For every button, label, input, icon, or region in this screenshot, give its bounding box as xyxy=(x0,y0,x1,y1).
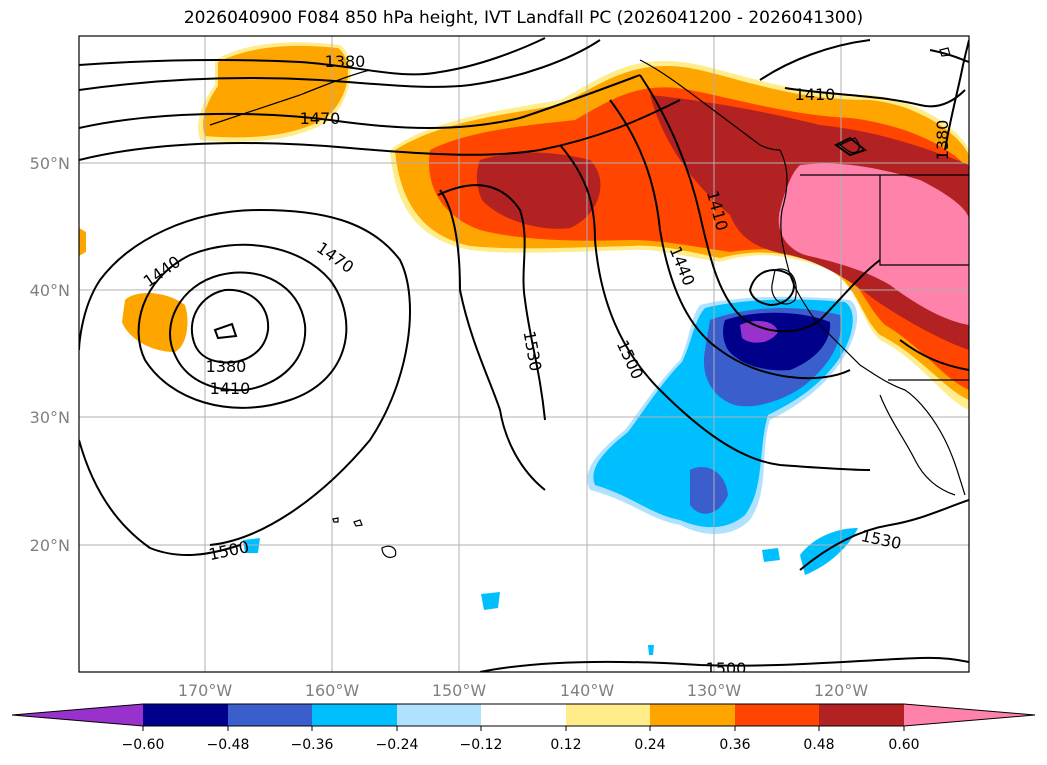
longitude-labels: 170°W 160°W 150°W 140°W 130°W 120°W xyxy=(178,681,869,700)
shade-neg-small-d xyxy=(648,645,654,655)
colorbar-segment xyxy=(566,704,650,726)
contour-label: 1500 xyxy=(706,659,747,678)
colorbar-tick-label: −0.60 xyxy=(122,737,165,753)
colorbar-segment xyxy=(904,704,1035,726)
colorbar-segment xyxy=(650,704,735,726)
colorbar-segment xyxy=(735,704,819,726)
colorbar-segment xyxy=(12,704,143,726)
shade-neg-0.36-b xyxy=(690,467,728,514)
colorbar-tick-label: 0.60 xyxy=(888,737,919,753)
colorbar-segment xyxy=(397,704,481,726)
lon-label: 160°W xyxy=(305,681,360,700)
colorbar-segment xyxy=(143,704,228,726)
shade-neg-0.60 xyxy=(740,320,778,343)
colorbar-tick-label: −0.24 xyxy=(376,737,419,753)
lat-label: 50°N xyxy=(30,154,70,173)
map-title: 2026040900 F084 850 hPa height, IVT Land… xyxy=(183,8,864,28)
lon-label: 130°W xyxy=(687,681,742,700)
shade-neg-small-a xyxy=(762,548,780,562)
latitude-labels: 50°N 40°N 30°N 20°N xyxy=(30,154,70,555)
colorbar-tick-label: 0.24 xyxy=(634,737,665,753)
colorbar-segment xyxy=(819,704,904,726)
lat-label: 30°N xyxy=(30,408,70,427)
lon-label: 120°W xyxy=(814,681,869,700)
shade-west-edge xyxy=(79,228,86,256)
lon-label: 150°W xyxy=(432,681,487,700)
contour-label: 1380 xyxy=(933,120,952,161)
contour-label: 1380 xyxy=(206,357,247,376)
lon-label: 140°W xyxy=(560,681,615,700)
lat-label: 40°N xyxy=(30,281,70,300)
contour-label: 1410 xyxy=(210,379,251,398)
colorbar-tick-label: 0.12 xyxy=(550,737,581,753)
colorbar-segment xyxy=(312,704,397,726)
coastlines xyxy=(209,47,969,559)
lon-label: 170°W xyxy=(178,681,233,700)
contour-label: 1410 xyxy=(795,85,836,104)
contour-label: 1470 xyxy=(300,109,341,128)
colorbar-tick-label: 0.36 xyxy=(719,737,750,753)
colorbar-tick-label: −0.12 xyxy=(460,737,503,753)
shade-gt-0.60 xyxy=(778,163,969,325)
lat-label: 20°N xyxy=(30,536,70,555)
colorbar-segment xyxy=(228,704,312,726)
colorbar-tick-label: −0.48 xyxy=(207,737,250,753)
colorbar: −0.60 −0.48 −0.36 −0.24 −0.12 0.12 0.24 … xyxy=(11,703,1036,753)
colorbar-tick-label: 0.48 xyxy=(803,737,834,753)
shade-0.48-0.60-a xyxy=(476,152,601,229)
map-area: 1380 1470 1410 1380 1440 1470 1380 1410 … xyxy=(79,36,969,678)
colorbar-ticks xyxy=(142,726,905,731)
height-contours xyxy=(79,37,969,672)
colorbar-tick-label: −0.36 xyxy=(291,737,334,753)
ivt-negative-shading xyxy=(243,296,858,655)
contour-label: 1380 xyxy=(325,52,366,71)
map-frame xyxy=(78,35,970,673)
shade-neg-small-b xyxy=(481,592,500,610)
colorbar-segment xyxy=(481,704,566,726)
